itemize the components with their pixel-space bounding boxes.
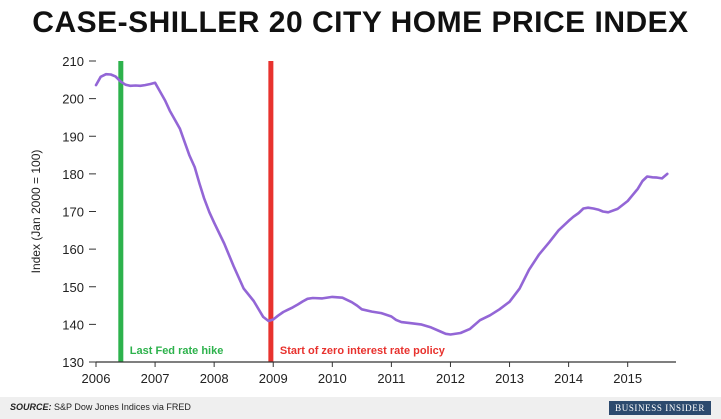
- x-tick-label: 2012: [436, 371, 465, 386]
- x-tick-label: 2006: [82, 371, 111, 386]
- source-label: SOURCE:: [10, 402, 52, 412]
- line-chart: 130 140 150 160 170 180 190 200 210 2006 2007 2008…: [29, 54, 676, 386]
- footer: SOURCE: S&P Dow Jones Indices via FRED B…: [0, 397, 721, 419]
- y-tick-label: 170: [62, 205, 84, 220]
- series-line: [94, 72, 669, 336]
- x-tick-label: 2015: [613, 371, 642, 386]
- event-markers: [118, 61, 274, 362]
- x-tick-label: 2013: [495, 371, 524, 386]
- y-tick-label: 160: [62, 242, 84, 257]
- x-tick-label: 2008: [200, 371, 229, 386]
- source-note: SOURCE: S&P Dow Jones Indices via FRED: [10, 402, 191, 412]
- y-tick-label: 150: [62, 280, 84, 295]
- source-text: S&P Dow Jones Indices via FRED: [54, 402, 191, 412]
- y-tick-label: 190: [62, 129, 84, 144]
- y-tick-label: 200: [62, 92, 84, 107]
- x-tick-label: 2010: [318, 371, 347, 386]
- zero-rate-policy-label: Start of zero interest rate policy: [280, 345, 446, 357]
- x-tick-label: 2014: [554, 371, 583, 386]
- fed-rate-hike-marker: [118, 61, 124, 362]
- y-tick-label: 130: [62, 355, 84, 370]
- event-marker-labels: Last Fed rate hike Start of zero interest…: [130, 345, 446, 357]
- business-insider-logo: BUSINESS INSIDER: [609, 401, 711, 415]
- x-axis: 2006 2007 2008 2009 2010 2011 2012 2013 2014 2015: [82, 362, 642, 386]
- y-axis: 130 140 150 160 170 180 190 200 210: [62, 54, 96, 370]
- y-tick-label: 180: [62, 167, 84, 182]
- chart-title: CASE-SHILLER 20 CITY HOME PRICE INDEX: [32, 6, 689, 39]
- x-tick-label: 2007: [141, 371, 170, 386]
- y-tick-label: 210: [62, 54, 84, 69]
- zero-rate-policy-marker: [268, 61, 274, 362]
- y-tick-label: 140: [62, 317, 84, 332]
- fed-rate-hike-label: Last Fed rate hike: [130, 345, 224, 357]
- x-tick-label: 2011: [377, 371, 405, 386]
- x-tick-label: 2009: [259, 371, 288, 386]
- y-axis-label: Index (Jan 2000 = 100): [29, 150, 43, 274]
